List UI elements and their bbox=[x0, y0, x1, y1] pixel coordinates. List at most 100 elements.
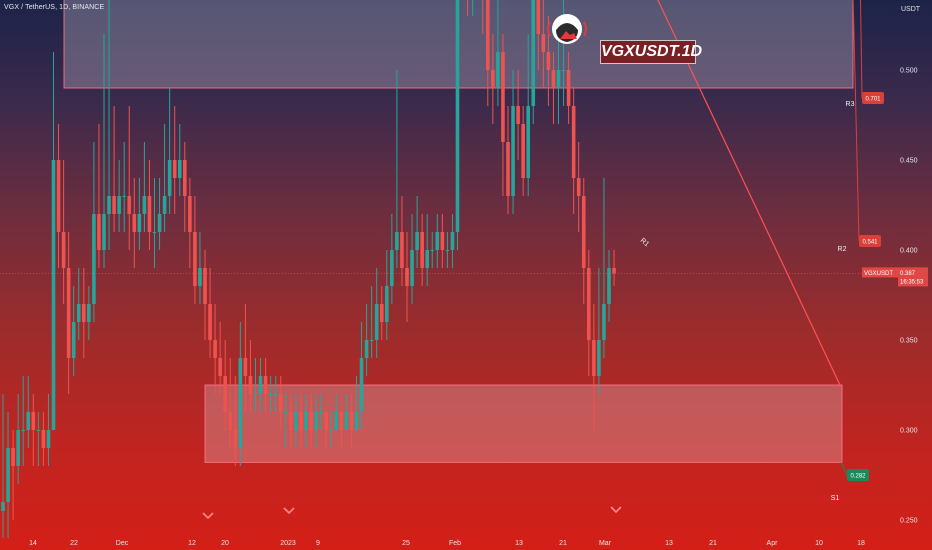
candle-body bbox=[278, 394, 283, 412]
candle-body bbox=[137, 214, 142, 232]
candle-body bbox=[612, 268, 616, 274]
level-label-r2: R2 bbox=[838, 246, 847, 253]
candle-body bbox=[319, 412, 323, 413]
candle-body bbox=[440, 232, 445, 250]
candle-body bbox=[253, 394, 258, 395]
y-tick-label: 0.450 bbox=[900, 158, 918, 165]
candle-body bbox=[602, 304, 606, 340]
candle-body bbox=[576, 178, 581, 196]
candle-body bbox=[198, 268, 202, 286]
tag-pointer bbox=[840, 462, 848, 476]
candle-body bbox=[102, 214, 106, 250]
candle-body bbox=[581, 196, 586, 268]
candle-body bbox=[566, 70, 571, 106]
candle-body bbox=[87, 304, 91, 322]
candle-body bbox=[546, 52, 551, 70]
y-tick-label: 0.400 bbox=[900, 248, 918, 255]
candle-body bbox=[435, 232, 440, 250]
tag-pointer bbox=[852, 0, 860, 242]
x-tick-label: 21 bbox=[559, 540, 567, 547]
candle-body bbox=[294, 412, 298, 430]
candle-body bbox=[521, 124, 525, 178]
candle-body bbox=[152, 232, 157, 233]
candle-body bbox=[117, 196, 121, 214]
candle-body bbox=[142, 196, 147, 214]
candle-body bbox=[76, 304, 81, 322]
candle-body bbox=[597, 340, 601, 376]
candle-body bbox=[162, 196, 167, 214]
candle-body bbox=[172, 160, 177, 178]
candle-body bbox=[112, 196, 116, 214]
candle-body bbox=[147, 196, 152, 232]
candle-body bbox=[6, 448, 10, 502]
symbol-header: VGX / TetherUS, 1D, BINANCE bbox=[4, 4, 105, 11]
chevron-down-icon bbox=[283, 507, 295, 515]
x-tick-label: 18 bbox=[857, 540, 865, 547]
candle-body bbox=[561, 70, 566, 71]
candle-body bbox=[541, 34, 546, 52]
candle-body bbox=[309, 412, 313, 430]
symbol-tag-text: VGXUSDT bbox=[864, 271, 893, 277]
candle-body bbox=[213, 340, 217, 358]
x-tick-label: Mar bbox=[599, 540, 612, 547]
candle-body bbox=[183, 160, 187, 196]
candle-body bbox=[364, 340, 369, 358]
candle-body bbox=[228, 412, 233, 430]
candle-body bbox=[56, 160, 61, 232]
candle-body bbox=[16, 430, 20, 466]
candle-body bbox=[496, 52, 500, 88]
y-tick-label: 0.250 bbox=[900, 518, 918, 525]
candle-body bbox=[97, 214, 101, 250]
zones-layer bbox=[63, 0, 854, 463]
candle-body bbox=[263, 376, 268, 394]
candle-body bbox=[430, 250, 435, 251]
candle-body bbox=[425, 250, 429, 268]
candle-body bbox=[531, 0, 536, 106]
candle-body bbox=[369, 340, 374, 341]
x-tick-label: 9 bbox=[316, 540, 320, 547]
candle-body bbox=[107, 196, 111, 214]
candle-body bbox=[299, 412, 303, 430]
candle-body bbox=[238, 358, 243, 448]
astronaut-helmet-logo-icon bbox=[547, 14, 587, 44]
candle-body bbox=[132, 214, 137, 232]
trendline-label: R1 bbox=[639, 237, 650, 248]
time-axis: 14 22 Dec 12 20 2023 9 25 Feb 13 21 Mar 13 21 Apr 10 18 bbox=[29, 540, 865, 547]
candle-body bbox=[455, 0, 460, 232]
candle-body bbox=[167, 160, 172, 196]
candle-body bbox=[385, 286, 389, 322]
candle-body bbox=[536, 0, 541, 34]
last-price-tag bbox=[898, 267, 928, 287]
x-tick-label: Feb bbox=[449, 540, 461, 547]
y-tick-label: 0.350 bbox=[900, 338, 918, 345]
candle-body bbox=[516, 106, 520, 124]
candle-body bbox=[208, 304, 212, 340]
candle-body bbox=[258, 376, 263, 394]
candle-body bbox=[21, 430, 25, 431]
candle-body bbox=[607, 268, 611, 304]
price-tag-r3 bbox=[862, 92, 884, 104]
level-label-s1: S1 bbox=[831, 495, 840, 502]
tag-pointer bbox=[859, 0, 863, 99]
x-tick-label: 13 bbox=[665, 540, 673, 547]
candle-body bbox=[61, 232, 66, 268]
candle-body bbox=[334, 412, 339, 430]
candle-body bbox=[304, 412, 308, 430]
candle-body bbox=[157, 214, 162, 232]
candle-body bbox=[243, 358, 248, 376]
countdown-value: 16:35:53 bbox=[900, 279, 924, 285]
candle-body bbox=[400, 232, 404, 268]
candle-body bbox=[592, 340, 596, 376]
x-tick-label: Dec bbox=[116, 540, 129, 547]
pair-badge: VGXUSDT.1D bbox=[600, 40, 702, 64]
candles-layer bbox=[1, 0, 616, 538]
candle-body bbox=[410, 250, 414, 286]
candle-body bbox=[188, 196, 192, 232]
candle-body bbox=[127, 196, 132, 214]
candle-body bbox=[71, 322, 76, 358]
last-price-value: 0.387 bbox=[900, 271, 916, 277]
price-tag-s1 bbox=[847, 469, 869, 481]
candle-body bbox=[506, 142, 510, 196]
candle-body bbox=[420, 232, 424, 268]
